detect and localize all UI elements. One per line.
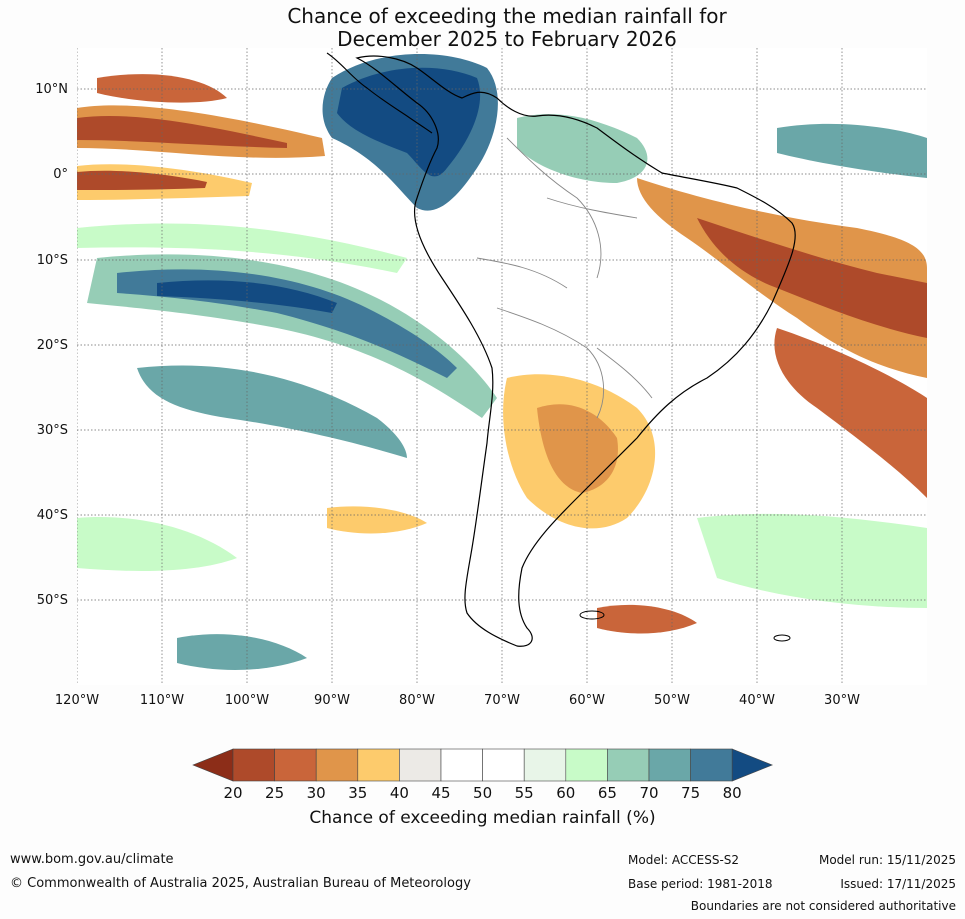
lat-label-0: 0° xyxy=(53,167,68,182)
lat-label-10s: 10°S xyxy=(36,253,68,268)
south-america-coastline xyxy=(355,55,796,647)
colorbar-swatch xyxy=(648,748,691,782)
probability-fields xyxy=(77,54,927,670)
falkland-islands xyxy=(579,610,605,620)
colorbar-swatch xyxy=(482,748,525,782)
title-line-2: December 2025 to February 2026 xyxy=(337,27,677,51)
colorbar-arrow-low xyxy=(192,748,234,782)
map-gridlines xyxy=(76,48,927,685)
title-line-1: Chance of exceeding the median rainfall … xyxy=(287,4,727,28)
colorbar-tick-label: 70 xyxy=(639,784,659,802)
colorbar-tick-label: 35 xyxy=(348,784,368,802)
colorbar-swatches xyxy=(192,748,774,782)
colorbar-tick-label: 75 xyxy=(681,784,701,802)
colorbar-tick-label: 20 xyxy=(223,784,243,802)
colorbar-tick-label: 45 xyxy=(431,784,451,802)
model-run-text: Model run: 15/11/2025 xyxy=(818,853,956,867)
colorbar-tick-label: 25 xyxy=(265,784,285,802)
lon-label-120w: 120°W xyxy=(54,693,100,708)
colorbar-tick-label: 30 xyxy=(306,784,326,802)
website-link[interactable]: www.bom.gov.au/climate xyxy=(10,852,174,867)
lat-label-10n: 10°N xyxy=(35,82,68,97)
disclaimer-text: Boundaries are not considered authoritat… xyxy=(690,899,956,913)
lat-label-40s: 40°S xyxy=(36,508,68,523)
model-text: Model: ACCESS-S2 xyxy=(628,853,740,867)
central-america-coastline xyxy=(326,52,433,134)
lon-label-40w: 40°W xyxy=(739,693,775,708)
lon-label-110w: 110°W xyxy=(139,693,185,708)
colorbar-label: Chance of exceeding median rainfall (%) xyxy=(309,808,656,828)
colorbar-tick-label: 65 xyxy=(597,784,617,802)
map-panel xyxy=(76,48,927,685)
colorbar-tick-label: 55 xyxy=(514,784,534,802)
colorbar-swatch xyxy=(399,748,442,782)
lon-label-80w: 80°W xyxy=(399,693,435,708)
rainfall-map xyxy=(76,48,927,685)
country-borders xyxy=(476,137,653,419)
colorbar-swatch xyxy=(607,748,650,782)
copyright-text: © Commonwealth of Australia 2025, Austra… xyxy=(10,876,471,891)
colorbar-tick-label: 40 xyxy=(389,784,409,802)
colorbar-swatch xyxy=(690,748,733,782)
colorbar-swatch xyxy=(565,748,608,782)
colorbar-swatch xyxy=(274,748,317,782)
issued-text: Issued: 17/11/2025 xyxy=(840,877,956,891)
colorbar-swatch xyxy=(523,748,567,782)
lon-label-100w: 100°W xyxy=(224,693,270,708)
colorbar-swatch xyxy=(357,748,400,782)
colorbar-swatch xyxy=(315,748,359,782)
lat-label-20s: 20°S xyxy=(36,338,68,353)
lat-label-50s: 50°S xyxy=(36,593,68,608)
colorbar xyxy=(192,748,774,782)
lon-label-90w: 90°W xyxy=(314,693,350,708)
colorbar-swatch xyxy=(232,748,275,782)
colorbar-tick-label: 80 xyxy=(722,784,742,802)
colorbar-tick-label: 50 xyxy=(473,784,493,802)
colorbar-swatch xyxy=(440,748,483,782)
colorbar-arrow-high xyxy=(731,748,774,782)
lon-label-50w: 50°W xyxy=(654,693,690,708)
lon-label-70w: 70°W xyxy=(484,693,520,708)
map-title: Chance of exceeding the median rainfall … xyxy=(0,5,965,51)
lat-label-30s: 30°S xyxy=(36,423,68,438)
colorbar-tick-label: 60 xyxy=(556,784,576,802)
south-georgia-island xyxy=(773,634,791,642)
base-period-text: Base period: 1981-2018 xyxy=(628,877,773,891)
lon-label-60w: 60°W xyxy=(569,693,605,708)
lon-label-30w: 30°W xyxy=(824,693,860,708)
